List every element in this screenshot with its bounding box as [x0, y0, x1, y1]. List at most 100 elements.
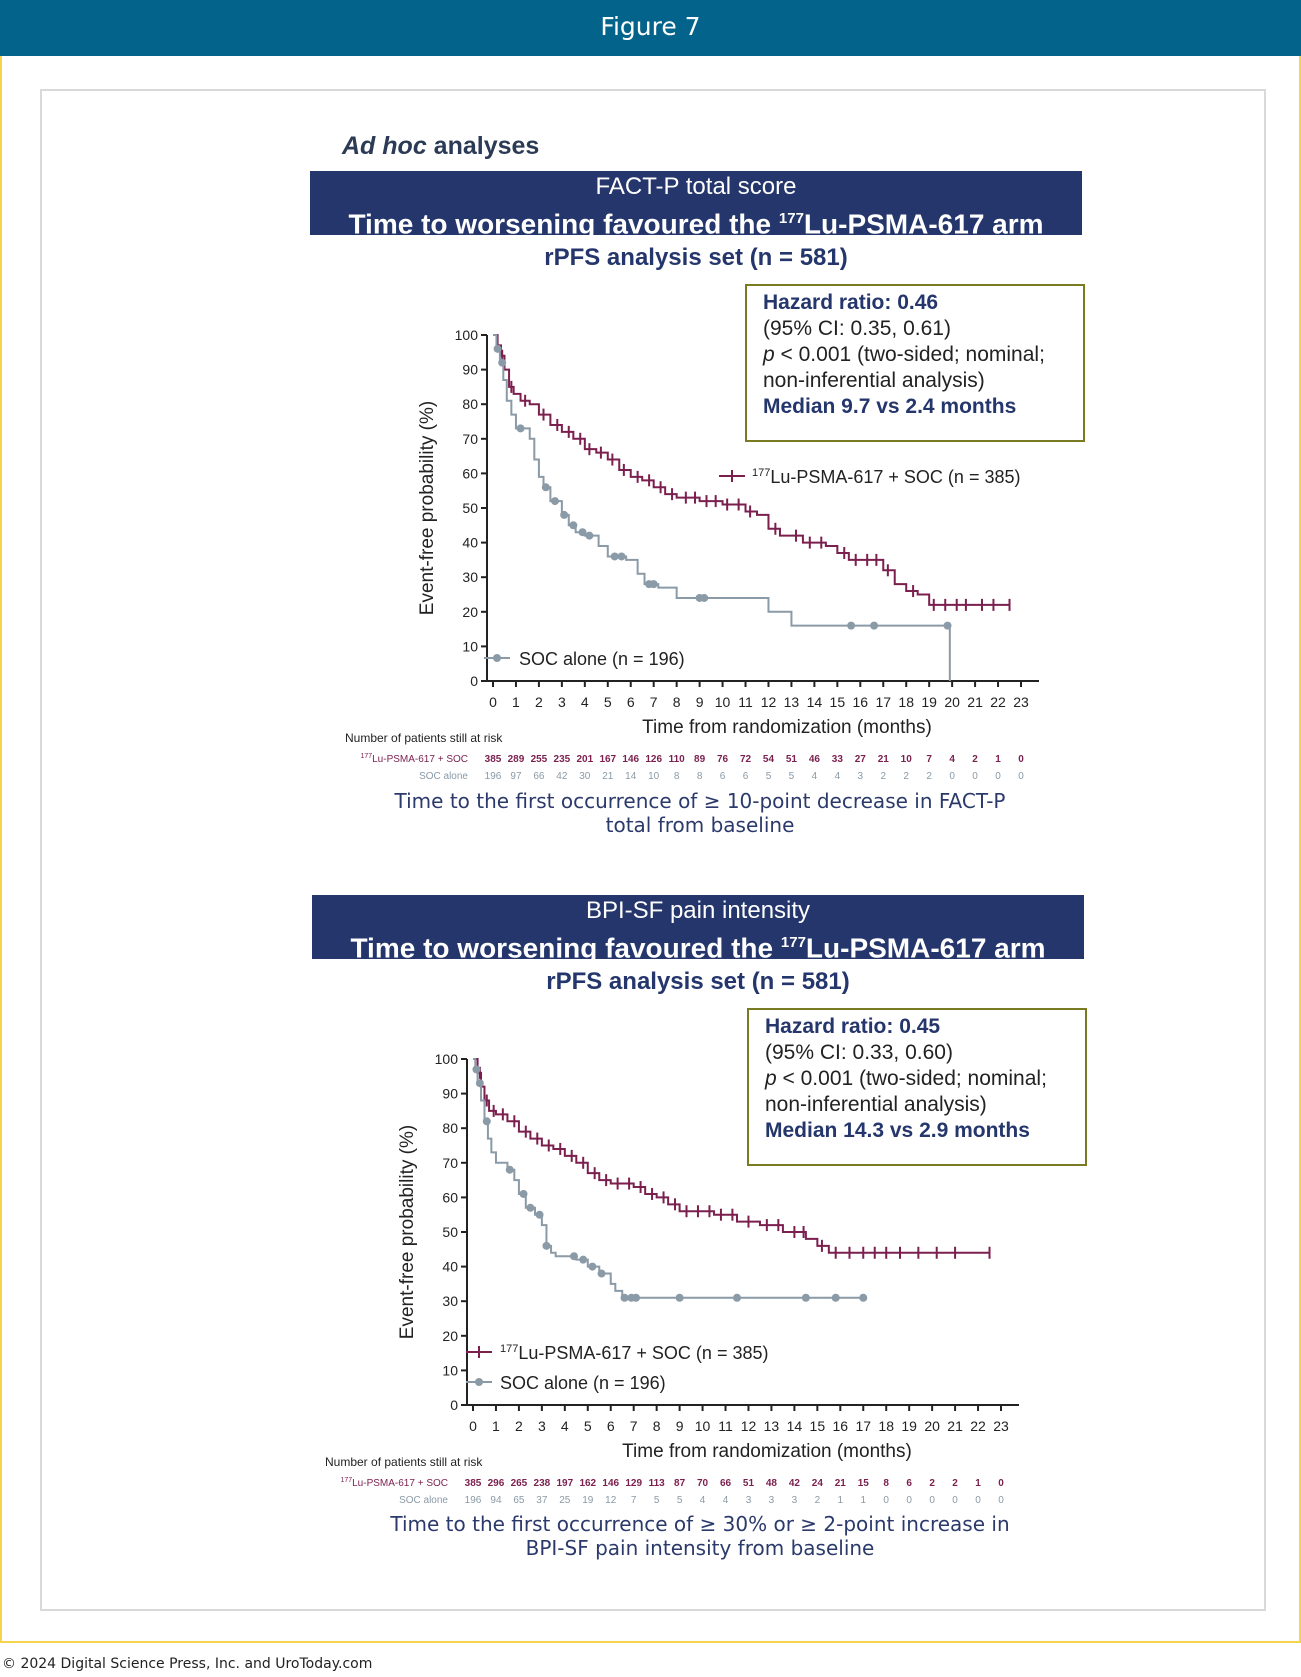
panel1-legend-0-label: 177Lu-PSMA-617 + SOC (n = 385)	[752, 467, 1020, 487]
panel1-series-1-censor	[649, 580, 658, 589]
panel2-series-0-line	[473, 1058, 990, 1254]
panel1-series-1-censor	[493, 344, 502, 353]
panel2-at-risk-soc-value: 0	[883, 1495, 889, 1506]
panel2-at-risk-lu-value: 265	[511, 1478, 528, 1489]
panel2-series-1-censor	[675, 1293, 684, 1302]
panel1-x-tick-label: 22	[990, 694, 1006, 710]
panel1-p-note: non-inferential analysis)	[763, 369, 985, 392]
panel2-at-risk-soc-value: 4	[700, 1495, 706, 1506]
panel2-at-risk-soc-value: 19	[582, 1495, 594, 1506]
panel2-series-1-censor	[570, 1252, 579, 1261]
subheading-rest: analyses	[426, 132, 540, 160]
panel1-median: Median 9.7 vs 2.4 months	[763, 395, 1017, 418]
panel2-series-1-censor	[831, 1293, 840, 1302]
panel2-p-note: non-inferential analysis)	[765, 1093, 987, 1116]
panel1-x-tick-label: 6	[627, 694, 635, 710]
panel1-at-risk-lu-value: 4	[949, 754, 955, 765]
panel1-legend-1-marker	[493, 654, 501, 662]
panel1-x-tick-label: 23	[1013, 694, 1029, 710]
panel2-at-risk-soc-value: 1	[860, 1495, 866, 1506]
panel2-at-risk-lu-value: 162	[579, 1478, 596, 1489]
panel2-at-risk-soc-value: 196	[465, 1495, 482, 1506]
panel1-series-1-censor	[847, 621, 856, 630]
panel2-series-1-censor	[526, 1203, 535, 1212]
panel2-at-risk-lu-value: 51	[743, 1478, 755, 1489]
panel2-at-risk-soc-value: 5	[654, 1495, 660, 1506]
panel1-at-risk-lu-value: 89	[694, 754, 706, 765]
panel1-series-1-line	[493, 334, 951, 681]
panel1-at-risk-soc-value: 21	[602, 771, 614, 782]
panel2-at-risk-heading: Number of patients still at risk	[325, 1455, 483, 1469]
panel2-x-tick-label: 9	[676, 1418, 684, 1434]
panel2-y-tick-label: 20	[442, 1328, 458, 1344]
panel2-at-risk-soc-value: 37	[536, 1495, 548, 1506]
panel2-y-tick-label: 70	[442, 1155, 458, 1171]
panel1-at-risk-soc-value: 97	[510, 771, 522, 782]
panel1-series-1-censor	[560, 510, 569, 519]
panel2-x-tick-label: 14	[787, 1418, 803, 1434]
panel2-at-risk-lu-value: 70	[697, 1478, 709, 1489]
panel2-at-risk-lu-value: 238	[534, 1478, 551, 1489]
panel2-at-risk-lu-value: 0	[998, 1478, 1004, 1489]
panel2-x-tick-label: 1	[492, 1418, 500, 1434]
panel1-series-1-censor	[550, 497, 559, 506]
panel2-x-tick-label: 8	[653, 1418, 661, 1434]
panel1-x-tick-label: 4	[581, 694, 589, 710]
panel1-at-risk-heading: Number of patients still at risk	[345, 731, 503, 745]
panel1-at-risk-lu-value: 10	[901, 754, 913, 765]
panel2-at-risk-lu-value: 2	[952, 1478, 958, 1489]
panel2-y-tick-label: 80	[442, 1120, 458, 1136]
panel1-at-risk-lu-value: 72	[740, 754, 752, 765]
panel2-series-1-censor	[597, 1269, 606, 1278]
panel1-y-tick-label: 70	[462, 431, 478, 447]
panel2-x-tick-label: 7	[630, 1418, 638, 1434]
panel1-at-risk-soc-value: 42	[556, 771, 568, 782]
panel1-x-tick-label: 17	[875, 694, 891, 710]
panel2-ci: (95% CI: 0.33, 0.60)	[765, 1041, 953, 1064]
panel2-at-risk-lu-value: 66	[720, 1478, 732, 1489]
panel2-at-risk-lu-value: 129	[625, 1478, 642, 1489]
panel2-at-risk-soc-value: 12	[605, 1495, 617, 1506]
panel1-at-risk-soc-value: 2	[880, 771, 886, 782]
panel2-at-risk-lu-value: 24	[812, 1478, 824, 1489]
panel1-series-1-censor	[498, 358, 507, 367]
panel2-y-tick-label: 40	[442, 1259, 458, 1275]
panel2-x-tick-label: 0	[469, 1418, 477, 1434]
panel1-at-risk-lu-value: 46	[809, 754, 821, 765]
panel2-title-bar: BPI-SF pain intensity Time to worsening …	[312, 895, 1084, 963]
panel1-x-tick-label: 20	[944, 694, 960, 710]
panel1-series-1-censor	[578, 528, 587, 537]
panel1-at-risk-lu-value: 7	[926, 754, 932, 765]
panel1-y-tick-label: 80	[462, 396, 478, 412]
panel2-at-risk-lu-value: 1	[975, 1478, 981, 1489]
panel1-at-risk-lu-value: 76	[717, 754, 729, 765]
panel1-at-risk-lu-value: 289	[508, 754, 525, 765]
panel1-x-tick-label: 11	[738, 694, 753, 710]
panel2-x-tick-label: 18	[878, 1418, 894, 1434]
panel2-x-tick-label: 10	[695, 1418, 711, 1434]
panel2-series-1-censor	[588, 1262, 597, 1271]
panel2-at-risk-soc-value: 3	[792, 1495, 798, 1506]
panel1-at-risk-soc-value: 6	[720, 771, 726, 782]
panel1-at-risk-soc-value: 10	[648, 771, 660, 782]
panel1-y-tick-label: 20	[462, 604, 478, 620]
panel1-hazard-ratio: Hazard ratio: 0.46	[763, 291, 939, 314]
panel2-series-1-censor	[472, 1065, 481, 1074]
panel1-at-risk-soc-value: 196	[485, 771, 502, 782]
panel2-at-risk-lu-value: 2	[929, 1478, 935, 1489]
panel1-x-tick-label: 16	[853, 694, 869, 710]
panel1-at-risk-soc-value: 2	[903, 771, 909, 782]
panel2-series-1-censor	[620, 1293, 629, 1302]
panel1-y-axis-label: Event-free probability (%)	[417, 401, 438, 615]
panel1-x-tick-label: 21	[967, 694, 983, 710]
panel1-series-1-censor	[569, 521, 578, 530]
subheading-italic: Ad hoc	[342, 132, 427, 160]
panel1-at-risk-lu-value: 110	[669, 754, 686, 765]
panel1-series-1-censor	[870, 621, 879, 630]
panel2-x-tick-label: 17	[855, 1418, 871, 1434]
panel1-series-1-censor	[585, 531, 594, 540]
panel1-at-risk-lu-value: 167	[599, 754, 616, 765]
panel2-x-tick-label: 4	[561, 1418, 569, 1434]
panel2-at-risk-lu-value: 87	[674, 1478, 686, 1489]
panel1-series-1-censor	[516, 424, 525, 433]
